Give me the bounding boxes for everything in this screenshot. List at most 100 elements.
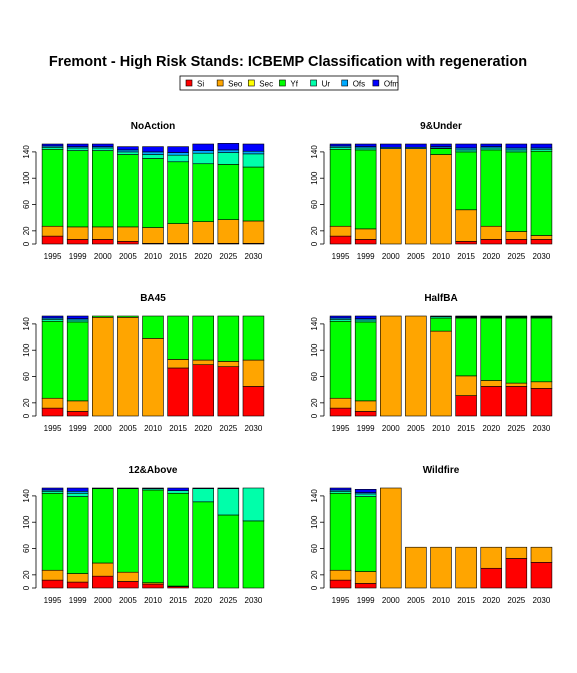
y-tick-label: 140 [310,145,319,159]
bar-segment-seo [192,221,214,244]
y-tick-label: 140 [22,145,31,159]
x-tick-label: 2020 [194,252,212,261]
bar-segment-ur [192,152,214,165]
bar-segment-seo [430,546,452,589]
bar-segment-seo [530,235,553,240]
bar-segment-ofm [192,487,214,489]
bar-segment-yf [354,149,377,230]
bar-segment-si [92,575,114,589]
y-tick-label: 100 [310,515,319,529]
bar-segment-ur [354,493,377,497]
legend-label-yf: Yf [290,80,298,89]
bar-segment-yf [505,317,528,384]
bar-segment-ur [217,488,240,516]
bar-segment-seo [455,375,477,396]
panel-wildfire: Wildfire 0 20 60 100 140 1995 1999 2000 2005 2010 2… [310,465,553,605]
bar-segment-ofm [480,315,502,317]
bar-segment-ofm [41,315,64,319]
bar-segment-yf [217,514,240,589]
bar-segment-si [329,235,352,245]
bar-segment-seo [530,381,553,389]
bar-segment-ofm [92,487,114,489]
y-tick-label: 60 [310,544,319,553]
bar-segment-yf [505,151,528,232]
bar-segment-ofm [480,143,502,147]
bar-segment-si [242,386,265,417]
bar-segment-ur [117,151,139,155]
bar-segment-yf [167,315,189,360]
y-tick-label: 60 [310,200,319,209]
bar-segment-yf [430,317,452,332]
bar-segment-ofm [192,143,214,151]
bar-segment-si [142,583,164,589]
bar-segment-yf [117,488,139,573]
legend-swatch-ofs [341,79,349,87]
bar-segment-yf [329,148,352,227]
bar-segment-seo [167,223,189,244]
y-tick-label: 100 [22,343,31,357]
panel-9-under: 9&Under 0 20 60 100 140 1995 1999 2000 2005 2010 20… [310,121,553,261]
x-tick-label: 2005 [119,596,137,605]
bar-segment-yf [242,315,265,361]
y-tick-label: 0 [310,585,319,590]
y-tick-label: 140 [22,317,31,331]
x-tick-label: 2015 [169,424,187,433]
y-tick-label: 20 [310,226,319,235]
x-tick-label: 2025 [507,596,525,605]
bar-segment-seo [66,226,89,240]
x-tick-label: 2000 [382,596,400,605]
bar-segment-ur [167,154,189,163]
bar-segment-yf [192,315,214,361]
bar-segment-ur [167,490,189,494]
bar-segment-seo [455,546,477,589]
x-tick-label: 1999 [357,252,375,261]
legend-label-ofm: Ofm [384,80,399,89]
bar-segment-yf [430,148,452,155]
bar-segment-yf [41,320,64,399]
bar-segment-yf [66,321,89,402]
x-tick-label: 1995 [44,596,62,605]
bar-segment-yf [217,164,240,220]
bar-segment-ofs [217,149,240,153]
y-tick-label: 60 [22,372,31,381]
y-tick-label: 100 [310,343,319,357]
y-tick-label: 0 [22,585,31,590]
bar-segment-yf [480,317,502,381]
bar-segment-ur [66,147,89,151]
x-tick-label: 2010 [432,252,450,261]
x-tick-label: 2030 [533,596,551,605]
x-tick-label: 2025 [507,252,525,261]
bar-segment-ofs [142,151,164,155]
bar-segment-seo [354,228,377,240]
bar-segment-si [217,366,240,417]
bar-segment-ofs [192,150,214,154]
bar-segment-si [41,407,64,417]
x-tick-label: 2015 [457,424,475,433]
bar-segment-yf [142,158,164,228]
bar-segment-yf [92,488,114,564]
x-tick-label: 2025 [219,596,237,605]
bar-segment-ofm [167,487,189,491]
x-tick-label: 1995 [332,596,350,605]
bar-segment-ofm [530,315,553,317]
bar-segment-yf [117,315,139,318]
x-tick-label: 2020 [482,424,500,433]
bar-segment-yf [92,315,114,318]
bar-segment-si [455,395,477,417]
bar-segment-seo [329,397,352,409]
panel-title: BA45 [140,293,166,304]
bar-segment-seo [217,361,240,367]
bar-segment-seo [505,231,528,240]
bar-segment-ur [142,154,164,159]
bar-segment-ofm [242,143,265,152]
bar-segment-seo [480,380,502,387]
bar-segment-yf [192,501,214,589]
x-tick-label: 1995 [332,252,350,261]
legend-swatch-sec [247,79,255,87]
bar-segment-yf [66,150,89,228]
bar-segment-si [354,411,377,417]
bar-segment-si [329,407,352,417]
panel-title: 9&Under [420,121,462,132]
bar-segment-si [66,239,89,245]
x-tick-label: 1995 [332,424,350,433]
